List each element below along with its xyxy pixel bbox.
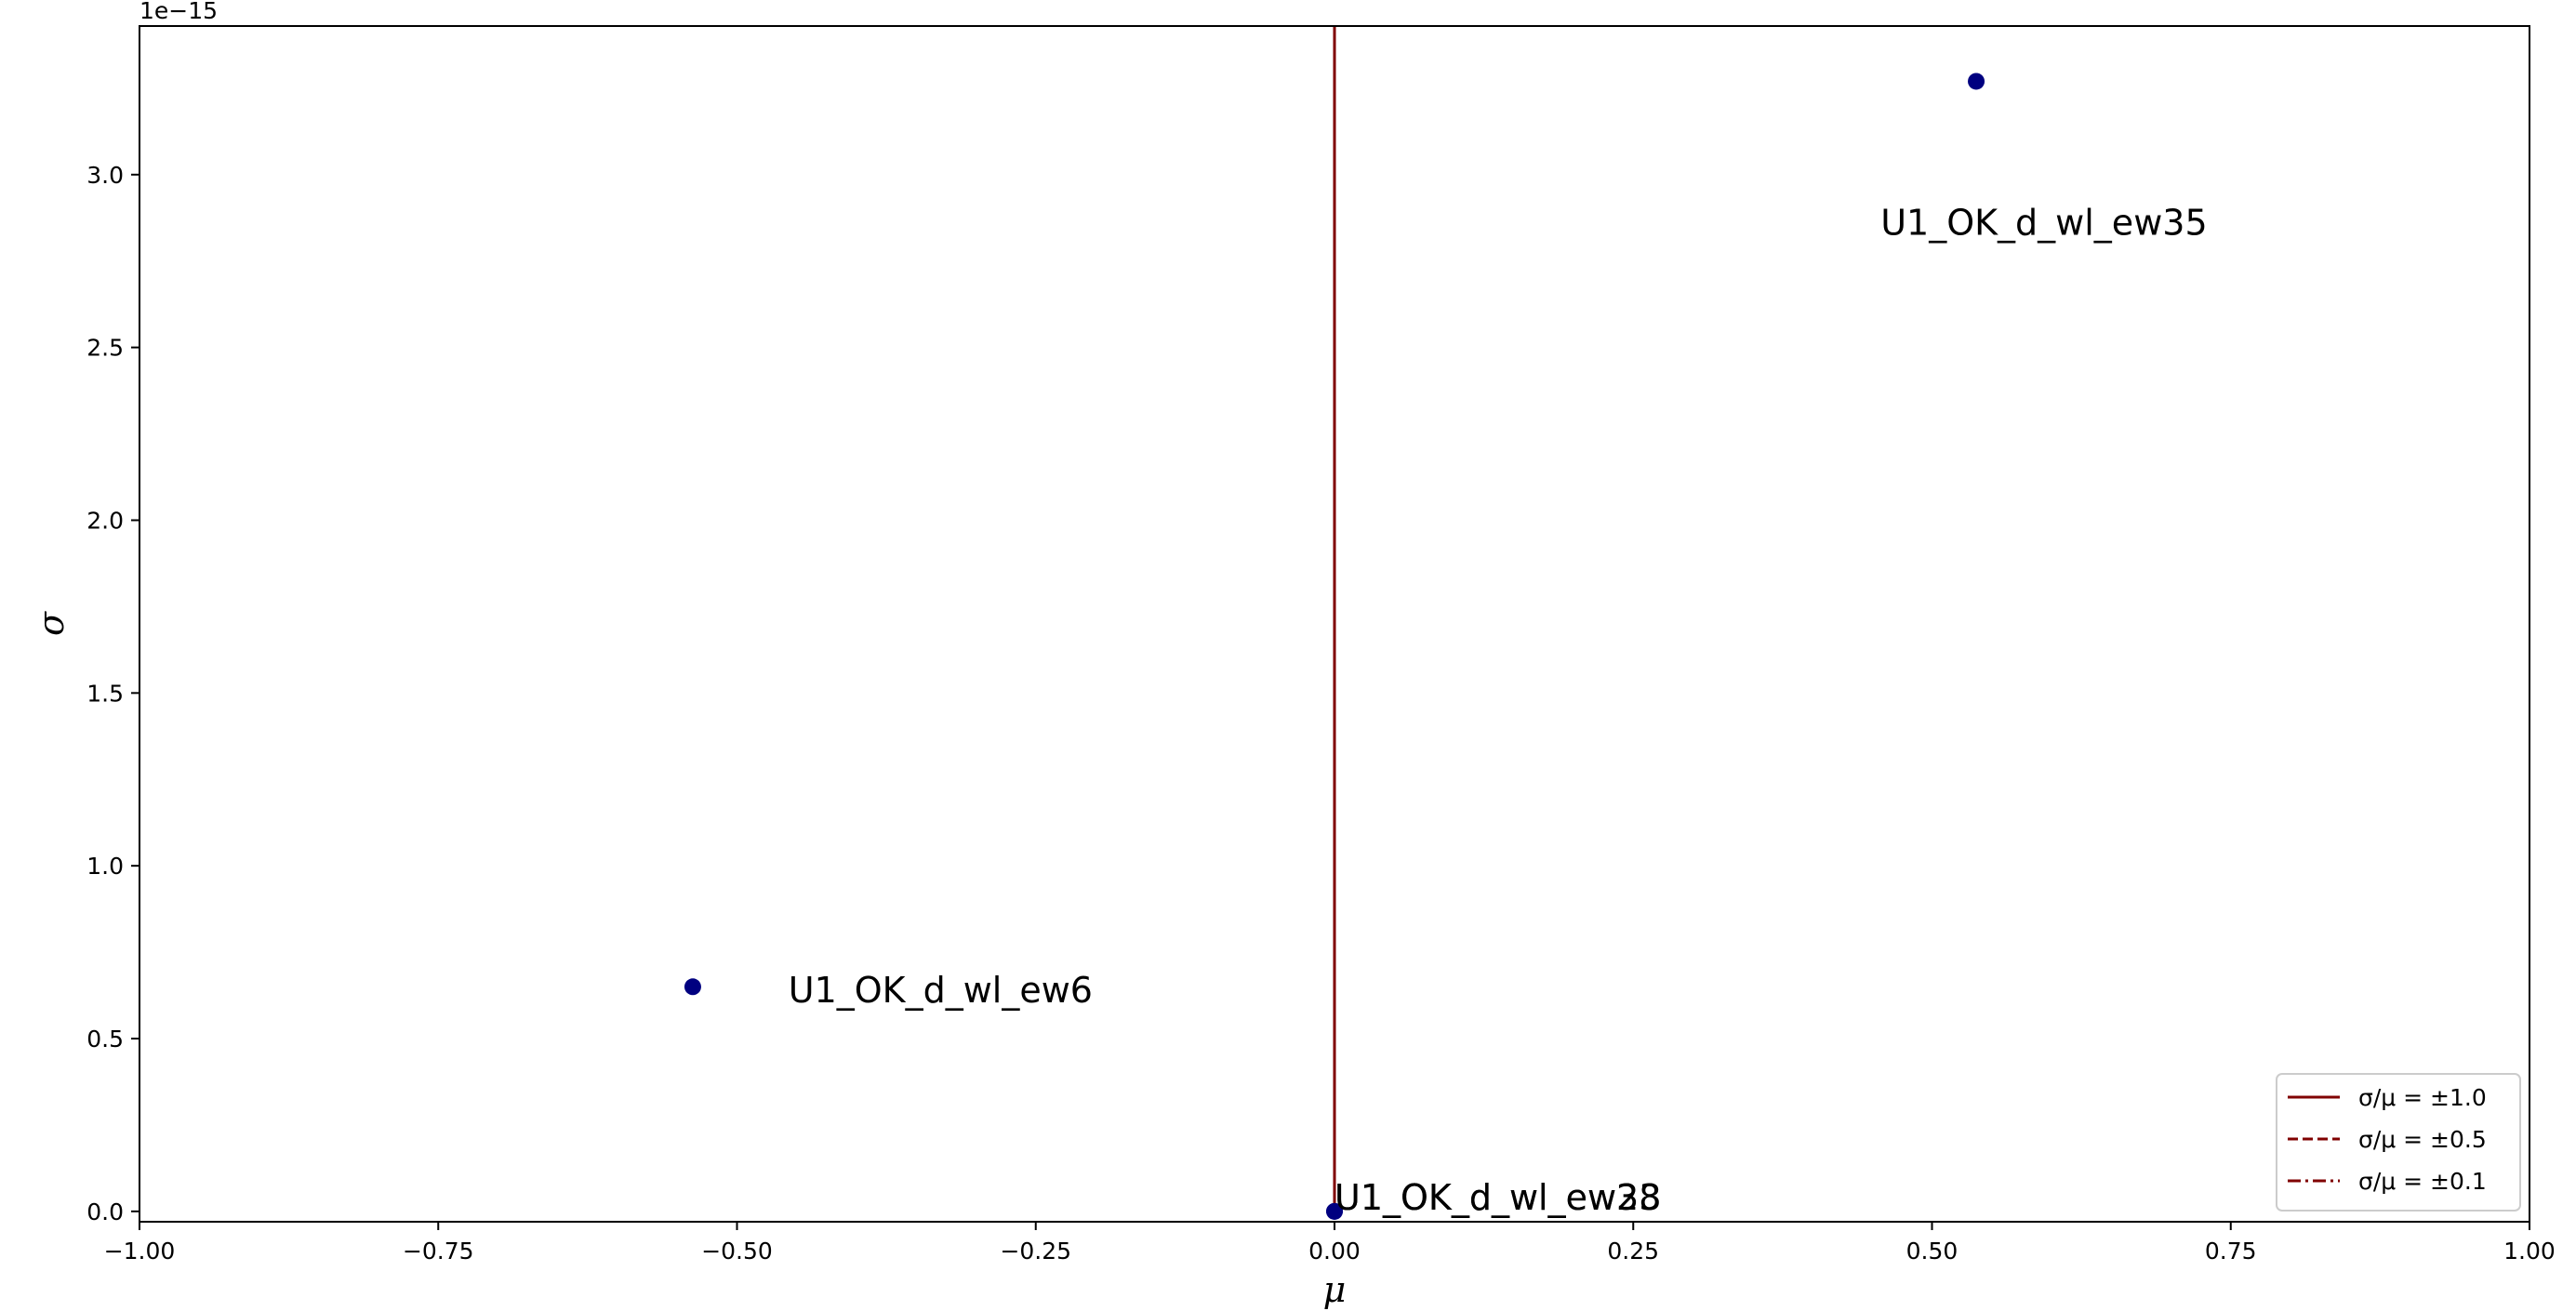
data-point <box>1326 1202 1343 1220</box>
point-label: U1_OK_d_wl_ew28 <box>1334 1177 1661 1218</box>
x-tick-label: 0.75 <box>2205 1238 2257 1265</box>
x-tick-label: 0.50 <box>1906 1238 1959 1265</box>
y-tick-label: 1.0 <box>86 853 124 880</box>
data-point <box>684 978 701 996</box>
x-tick-label: −0.25 <box>1000 1238 1071 1265</box>
data-points <box>684 73 1985 1220</box>
y-offset-label: 1e−15 <box>139 0 218 24</box>
legend-label-2: σ/μ = ±0.5 <box>2358 1126 2487 1153</box>
point-annotations: U1_OK_d_wl_ew35 U1_OK_d_wl_ew6 U1_OK_d_wl_… <box>789 203 2208 1218</box>
x-tick-label: −0.75 <box>403 1238 474 1265</box>
x-tick-label: −0.50 <box>701 1238 773 1265</box>
x-tick-label: 1.00 <box>2503 1238 2556 1265</box>
y-tick-label: 1.5 <box>86 680 124 707</box>
point-label: U1_OK_d_wl_ew33 <box>1334 1177 1661 1218</box>
y-tick-label: 0.5 <box>86 1026 124 1053</box>
point-label: U1_OK_d_wl_ew6 <box>789 970 1093 1011</box>
y-tick-label: 0.0 <box>86 1198 124 1225</box>
legend: σ/μ = ±1.0 σ/μ = ±0.5 σ/μ = ±0.1 <box>2276 1073 2521 1212</box>
x-tick-label: 0.25 <box>1607 1238 1659 1265</box>
y-tick-label: 2.5 <box>86 335 124 362</box>
legend-label-3: σ/μ = ±0.1 <box>2358 1168 2487 1195</box>
y-tick-label: 2.0 <box>86 507 124 534</box>
y-axis-label: σ <box>31 611 72 636</box>
x-axis: −1.00 −0.75 −0.50 −0.25 0.00 0.25 0.50 0.75 1.00 <box>104 1222 2556 1265</box>
x-tick-label: 0.00 <box>1308 1238 1361 1265</box>
data-point <box>1968 73 1985 90</box>
y-axis: 0.0 0.5 1.0 1.5 2.0 2.5 3.0 <box>86 162 139 1225</box>
point-label: U1_OK_d_wl_ew35 <box>1880 203 2207 244</box>
y-tick-label: 3.0 <box>86 162 124 189</box>
x-tick-label: −1.00 <box>104 1238 176 1265</box>
legend-box <box>2276 1073 2521 1212</box>
x-axis-label: μ <box>1323 1269 1347 1310</box>
legend-label-1: σ/μ = ±1.0 <box>2358 1084 2487 1111</box>
